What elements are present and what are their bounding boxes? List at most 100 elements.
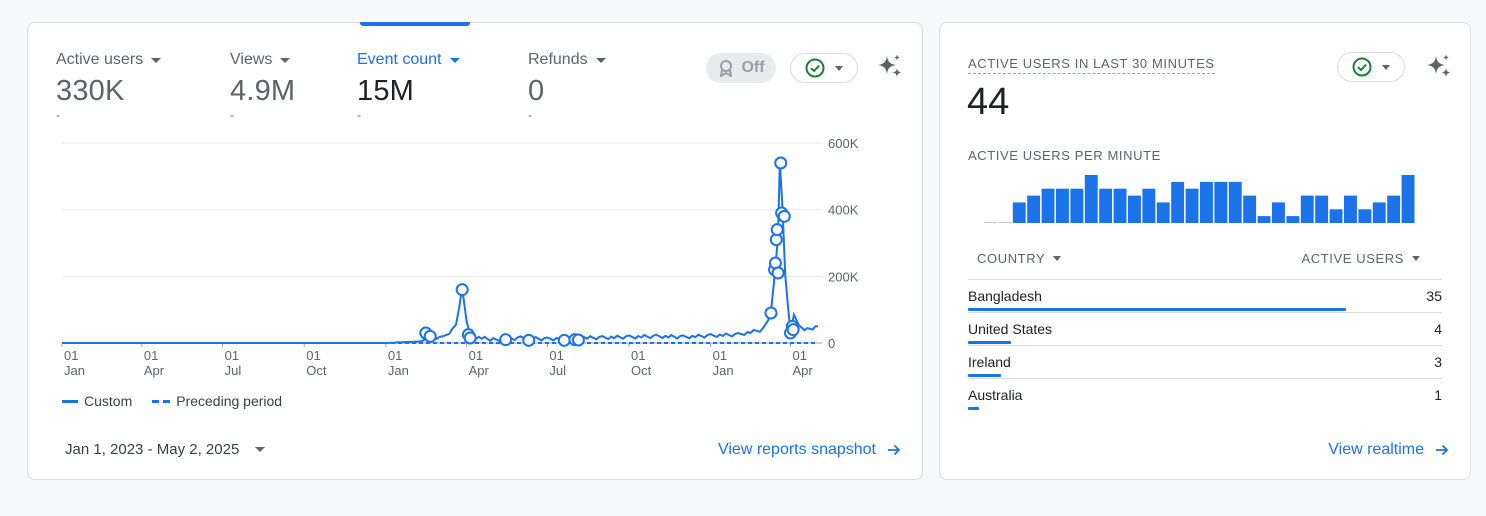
x-tick-day: 01 xyxy=(225,348,239,363)
caret-down-icon xyxy=(151,57,162,63)
x-tick-month: Jan xyxy=(64,363,85,378)
metric-tab-views[interactable]: Views 4.9M - xyxy=(230,51,296,122)
arrow-right-icon xyxy=(1436,444,1449,456)
annotation-marker xyxy=(455,283,469,297)
x-tick-month: Jan xyxy=(713,363,734,378)
metric-label: Refunds xyxy=(528,51,588,68)
metric-value: 330K xyxy=(56,75,125,107)
minute-bar xyxy=(1315,195,1329,223)
column-header-label: COUNTRY xyxy=(977,251,1046,266)
minute-bar xyxy=(1200,181,1213,223)
realtime-title[interactable]: ACTIVE USERS IN LAST 30 MINUTES xyxy=(968,56,1215,74)
metric-delta: - xyxy=(56,108,60,122)
metric-delta: - xyxy=(230,108,234,122)
x-tick-month: Jul xyxy=(549,363,566,378)
share-bar xyxy=(968,407,979,410)
y-tick-label: 600K xyxy=(828,136,859,151)
minute-bar xyxy=(1329,209,1343,223)
column-header-active-users[interactable]: ACTIVE USERS xyxy=(1301,251,1420,266)
caret-down-icon xyxy=(1412,256,1420,261)
sparkle-icon[interactable] xyxy=(1425,53,1453,81)
metric-tab-active-users[interactable]: Active users 330K - xyxy=(56,51,162,122)
annotation-marker xyxy=(764,306,778,320)
view-realtime-link[interactable]: View realtime xyxy=(1328,441,1450,459)
y-tick-label: 200K xyxy=(828,269,859,284)
table-row[interactable]: Ireland 3 xyxy=(968,346,1442,379)
column-header-country[interactable]: COUNTRY xyxy=(977,251,1062,266)
active-tab-indicator xyxy=(360,22,470,26)
country-name: Australia xyxy=(968,387,1023,403)
minute-bar xyxy=(1070,188,1084,223)
metric-tab-refunds[interactable]: Refunds 0 - xyxy=(528,51,606,121)
table-row[interactable]: Bangladesh 35 xyxy=(968,280,1442,313)
table-divider xyxy=(968,345,1442,346)
minute-bar xyxy=(1156,202,1170,223)
metric-value: 15M xyxy=(357,75,415,107)
minute-bar xyxy=(1257,216,1271,223)
country-name: United States xyxy=(968,321,1053,337)
data-quality-dropdown[interactable] xyxy=(790,53,858,83)
sparkle-icon[interactable] xyxy=(876,53,904,81)
annotation-marker xyxy=(786,323,800,337)
minute-bar xyxy=(1084,175,1098,223)
x-tick-day: 01 xyxy=(306,348,320,363)
link-label: View reports snapshot xyxy=(717,441,876,458)
check-circle-icon xyxy=(1352,57,1372,77)
x-tick-day: 01 xyxy=(631,348,645,363)
annotation-marker xyxy=(499,333,513,347)
x-tick-day: 01 xyxy=(469,348,483,363)
caret-down-icon xyxy=(449,57,460,63)
minute-bar xyxy=(1041,188,1055,223)
award-icon xyxy=(720,60,733,77)
x-tick-month: Apr xyxy=(144,363,165,378)
y-tick-label: 400K xyxy=(828,203,859,218)
arrow-right-icon xyxy=(888,444,901,456)
metric-label: Active users xyxy=(56,51,144,68)
minute-bar xyxy=(1012,202,1026,223)
share-bar xyxy=(968,341,1012,344)
insights-toggle-off[interactable]: Off xyxy=(706,53,776,83)
link-label: View realtime xyxy=(1328,441,1424,458)
chart-legend: Custom Preceding period xyxy=(62,393,282,409)
minute-bar xyxy=(1142,188,1156,223)
x-tick-month: Oct xyxy=(631,363,652,378)
table-row[interactable]: United States 4 xyxy=(968,313,1442,346)
x-tick-day: 01 xyxy=(144,348,158,363)
metric-value: 4.9M xyxy=(230,75,296,107)
annotation-marker xyxy=(571,333,585,347)
date-range-label: Jan 1, 2023 - May 2, 2025 xyxy=(65,441,240,458)
table-row[interactable]: Australia 1 xyxy=(968,379,1442,412)
realtime-active-users-value: 44 xyxy=(967,81,1010,123)
toggle-label: Off xyxy=(741,59,765,76)
minute-bar xyxy=(1128,195,1141,223)
minute-bar xyxy=(1243,195,1257,223)
metric-value: 0 xyxy=(528,75,545,107)
check-circle-icon xyxy=(805,58,825,78)
column-header-label: ACTIVE USERS xyxy=(1301,251,1404,266)
date-range-picker[interactable]: Jan 1, 2023 - May 2, 2025 xyxy=(65,441,266,458)
caret-down-icon xyxy=(1382,64,1390,70)
legend-item-custom: Custom xyxy=(62,393,132,409)
legend-swatch-dashed xyxy=(152,399,171,403)
series-line-custom xyxy=(62,161,819,344)
caret-down-icon xyxy=(1053,256,1062,261)
minute-bar xyxy=(1214,181,1228,223)
minute-bar xyxy=(998,222,1012,223)
view-reports-snapshot-link[interactable]: View reports snapshot xyxy=(718,441,902,459)
legend-label: Preceding period xyxy=(176,393,283,409)
annotation-marker xyxy=(774,156,788,170)
metric-tab-event-count[interactable]: Event count 15M - xyxy=(357,51,460,122)
legend-item-preceding: Preceding period xyxy=(152,393,282,409)
metric-delta: - xyxy=(357,108,361,122)
metric-label: Views xyxy=(230,51,273,68)
x-tick-day: 01 xyxy=(549,348,563,363)
realtime-card: ACTIVE USERS IN LAST 30 MINUTES 44 ACTIV… xyxy=(939,22,1471,480)
minute-bar xyxy=(1272,202,1285,223)
country-name: Ireland xyxy=(968,354,1011,370)
minute-bar xyxy=(1185,188,1199,223)
reports-snapshot-card: Active users 330K - Views 4.9M - Event c… xyxy=(27,22,923,480)
data-quality-dropdown[interactable] xyxy=(1337,52,1405,82)
annotation-marker xyxy=(463,331,477,345)
country-name: Bangladesh xyxy=(968,288,1042,304)
